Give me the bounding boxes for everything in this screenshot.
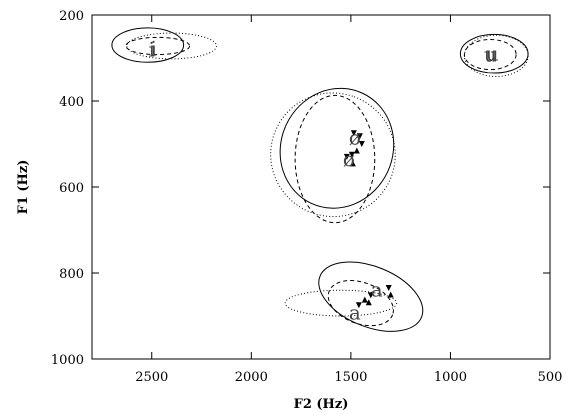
points-group xyxy=(343,130,394,309)
ellipse-dotted xyxy=(463,34,529,77)
y-tick-label: 1000 xyxy=(51,353,84,368)
vowel-label: u xyxy=(484,43,497,67)
data-point xyxy=(353,147,360,154)
y-tick-label: 800 xyxy=(59,267,84,282)
data-point xyxy=(355,302,362,309)
x-tick-label: 1000 xyxy=(434,370,467,385)
x-axis-title: F2 (Hz) xyxy=(294,397,349,412)
data-point xyxy=(356,133,363,140)
x-tick-label: 500 xyxy=(538,370,563,385)
data-point xyxy=(365,299,372,306)
ellipse-solid xyxy=(111,27,185,63)
vowel-label: u xyxy=(486,42,499,66)
ellipse-dashed xyxy=(463,39,517,71)
data-point xyxy=(348,151,355,158)
ellipse-dotted xyxy=(126,32,217,60)
ellipse-dashed xyxy=(294,94,376,224)
ellipse-dashed xyxy=(125,36,191,56)
data-point xyxy=(387,291,394,298)
ellipse-dotted xyxy=(270,92,396,218)
data-point xyxy=(361,296,368,303)
vowel-label: a xyxy=(371,277,383,301)
data-point xyxy=(343,153,350,160)
vowel-label: ø xyxy=(343,147,355,171)
x-tick-label: 2000 xyxy=(235,370,268,385)
y-axis-title: F1 (Hz) xyxy=(16,160,31,215)
data-point xyxy=(385,285,392,292)
y-tick-label: 200 xyxy=(59,9,84,24)
ellipse-dashed xyxy=(327,280,394,327)
data-point xyxy=(358,141,365,147)
plot-frame xyxy=(91,14,551,360)
data-point xyxy=(349,160,356,167)
vowel-label: i xyxy=(149,37,155,61)
y-tick-label: 600 xyxy=(59,181,84,196)
vowel-label: ø xyxy=(349,126,361,150)
data-point xyxy=(350,130,357,137)
axis-ticks: 2500 2000 1500 1000 500 200 400 600 800 1000 xyxy=(51,9,563,385)
x-tick-label: 1500 xyxy=(334,370,367,385)
ellipse-solid xyxy=(279,87,395,209)
y-tick-label: 400 xyxy=(59,95,84,110)
x-tick-label: 2500 xyxy=(135,370,168,385)
vowel-label: i xyxy=(151,37,157,61)
vowel-label: a xyxy=(349,301,361,325)
ellipse-dotted xyxy=(284,289,398,317)
ellipses-group xyxy=(111,27,529,332)
data-point xyxy=(367,292,374,299)
